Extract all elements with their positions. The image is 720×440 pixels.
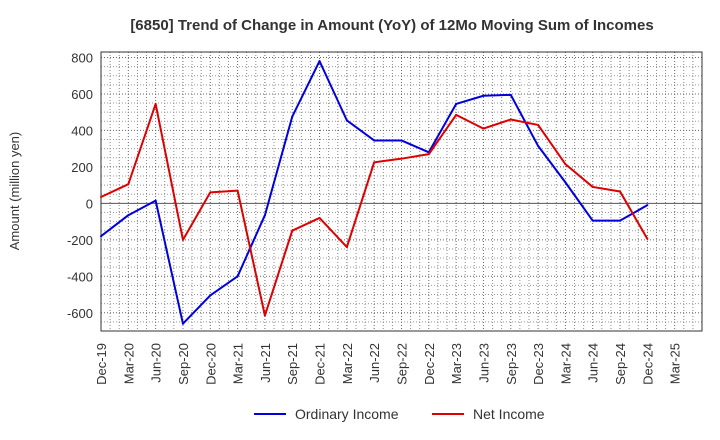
x-tick-label: Sep-21	[285, 343, 300, 385]
data-point	[591, 185, 594, 188]
x-tick-label: Mar-21	[231, 343, 246, 384]
data-point	[263, 314, 266, 317]
data-point	[373, 161, 376, 164]
y-tick-label: -600	[67, 306, 93, 321]
data-point	[646, 237, 649, 240]
data-point	[154, 199, 157, 202]
legend-label: Net Income	[473, 406, 545, 422]
data-point	[400, 157, 403, 160]
data-point	[318, 60, 321, 63]
data-point	[482, 127, 485, 130]
data-point	[127, 214, 130, 217]
y-tick-label: 600	[71, 87, 93, 102]
data-point	[373, 139, 376, 142]
x-tick-label: Dec-24	[640, 343, 655, 385]
x-tick-label: Mar-22	[340, 343, 355, 384]
x-tick-label: Mar-24	[558, 343, 573, 384]
plot-area: -600 -400 -200 0 200 400 600 800 Dec-19 Mar-20 Jun…	[67, 50, 703, 385]
x-tick-label: Dec-19	[94, 343, 109, 385]
data-point	[236, 275, 239, 278]
data-point	[263, 214, 266, 217]
y-axis-label: Amount (million yen)	[7, 132, 22, 251]
data-point	[591, 219, 594, 222]
data-point	[564, 181, 567, 184]
y-tick-label: 200	[71, 160, 93, 175]
data-point	[291, 229, 294, 232]
x-tick-label: Sep-23	[504, 343, 519, 385]
data-point	[209, 191, 212, 194]
x-tick-label: Sep-24	[613, 343, 628, 385]
data-point	[318, 216, 321, 219]
data-point	[537, 123, 540, 126]
chart-title: [6850] Trend of Change in Amount (YoY) o…	[130, 17, 653, 34]
y-tick-label: 400	[71, 123, 93, 138]
x-tick-label: Jun-24	[586, 343, 601, 383]
x-tick-label: Dec-20	[203, 343, 218, 385]
x-tick-label: Mar-20	[121, 343, 136, 384]
data-point	[345, 119, 348, 122]
data-point	[619, 190, 622, 193]
data-point	[564, 163, 567, 166]
data-point	[127, 183, 130, 186]
x-tick-label: Dec-21	[313, 343, 328, 385]
y-tick-label: 0	[86, 196, 93, 211]
data-point	[236, 189, 239, 192]
x-tick-label: Dec-22	[422, 343, 437, 385]
y-tick-label: -200	[67, 233, 93, 248]
data-point	[181, 322, 184, 325]
y-tick-label: 800	[71, 50, 93, 65]
x-tick-label: Dec-23	[531, 343, 546, 385]
legend-label: Ordinary Income	[295, 406, 399, 422]
data-point	[209, 294, 212, 297]
data-point	[100, 195, 102, 198]
data-point	[455, 113, 458, 116]
x-tick-label: Jun-22	[367, 343, 382, 383]
y-tick-label: -400	[67, 269, 93, 284]
data-point	[291, 115, 294, 118]
data-point	[455, 102, 458, 105]
data-point	[482, 94, 485, 97]
data-point	[619, 219, 622, 222]
data-point	[345, 246, 348, 249]
x-tick-label: Jun-21	[258, 343, 273, 383]
data-point	[646, 204, 649, 207]
data-point	[400, 139, 403, 142]
data-point	[100, 235, 102, 238]
data-point	[154, 102, 157, 105]
x-tick-label: Mar-23	[449, 343, 464, 384]
legend: Ordinary Income Net Income	[254, 406, 545, 422]
x-tick-label: Sep-22	[395, 343, 410, 385]
data-point	[427, 153, 430, 156]
data-point	[509, 118, 512, 121]
data-point	[537, 144, 540, 147]
data-point	[181, 238, 184, 241]
x-tick-label: Mar-25	[668, 343, 683, 384]
x-tick-label: Sep-20	[176, 343, 191, 385]
plot-frame	[100, 51, 703, 332]
x-tick-label: Jun-23	[476, 343, 491, 383]
x-tick-label: Jun-20	[149, 343, 164, 383]
data-point	[509, 93, 512, 96]
